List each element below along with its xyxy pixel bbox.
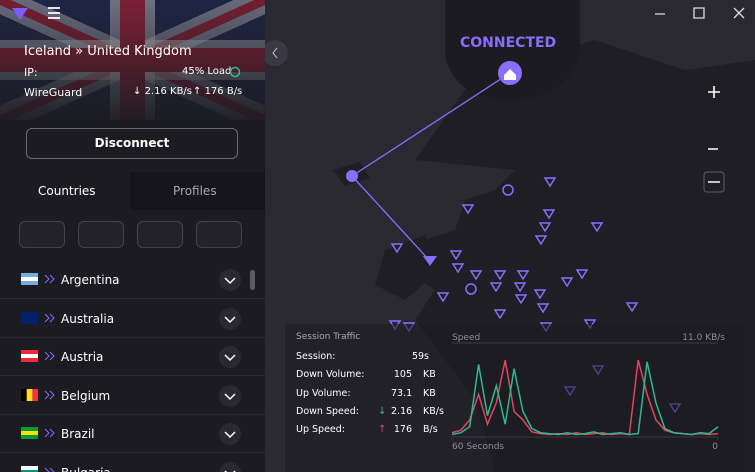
- session-label: Down Speed:: [296, 405, 359, 417]
- chevron[interactable]: [219, 423, 241, 446]
- speed-line: [451, 359, 719, 436]
- flag: [21, 311, 38, 324]
- country-row[interactable]: Austria: [0, 338, 265, 377]
- chevron[interactable]: [219, 462, 241, 472]
- expand-arrows: [44, 467, 55, 472]
- x-tick-label: 0: [712, 442, 718, 452]
- chevron[interactable]: [219, 269, 241, 291]
- expand-arrows: [44, 313, 55, 322]
- country-row[interactable]: Brazil: [0, 415, 265, 454]
- expand-arrows: [44, 274, 55, 284]
- session-unit: B/s: [423, 424, 438, 436]
- logo-menu[interactable]: [10, 4, 70, 24]
- country-row[interactable]: Belgium: [0, 377, 265, 415]
- protocol: WireGuard: [24, 86, 83, 99]
- chevron[interactable]: [219, 346, 241, 369]
- y-tick-label: 11.0 KB/s: [682, 333, 725, 343]
- flag: [21, 350, 38, 363]
- window-controls[interactable]: [647, 4, 755, 24]
- expand-arrows: [44, 390, 55, 400]
- chevron[interactable]: [219, 307, 241, 330]
- flag: [21, 466, 38, 472]
- down-speed-value: 2.16 KB/s: [144, 86, 193, 97]
- session-unit: KB: [423, 369, 436, 381]
- chevron[interactable]: [219, 384, 241, 407]
- expand-arrows: [44, 351, 55, 361]
- speed-line: [451, 361, 719, 436]
- flag-background: [0, 0, 265, 120]
- filter-p2p[interactable]: [137, 221, 183, 248]
- up-speed: ↑ 176 B/s: [193, 86, 243, 97]
- session-label: Down Volume:: [296, 369, 365, 381]
- country-row[interactable]: Bulgaria: [0, 454, 265, 472]
- filter-secure-core[interactable]: [19, 221, 65, 248]
- session-unit: KB/s: [423, 405, 444, 417]
- sidebar: Iceland » United Kingdom IP: 45% Load Wi…: [0, 0, 265, 472]
- country-list: Argentina Australia Austria Belgium Braz…: [0, 261, 265, 472]
- ip-label: IP:: [24, 66, 38, 79]
- country-name: Brazil: [61, 427, 95, 442]
- session-value: 2.16: [391, 405, 413, 417]
- countries-tab[interactable]: Countries: [38, 184, 96, 198]
- flag: [21, 388, 38, 401]
- up-speed-value: 176 B/s: [204, 86, 243, 97]
- profiles-tab[interactable]: Profiles: [173, 184, 217, 198]
- traffic-panel: [285, 324, 745, 472]
- session-value: 105: [393, 369, 412, 381]
- filter-shield[interactable]: [78, 221, 124, 248]
- profiles-tab-bg: [130, 172, 265, 210]
- session-label: Up Speed:: [296, 424, 345, 436]
- disconnect-button[interactable]: Disconnect: [26, 128, 238, 159]
- session-value: 59s: [411, 351, 429, 362]
- speed-graph: Speed 11.0 KB/s 60 Seconds 0: [451, 333, 725, 452]
- session-title: Session Traffic: [296, 332, 361, 342]
- graph-title: Speed: [452, 333, 480, 343]
- country-name: Bulgaria: [61, 466, 111, 472]
- session-label: Up Volume:: [296, 387, 351, 399]
- country-name: Austria: [61, 350, 104, 365]
- status: CONNECTED: [460, 35, 557, 51]
- country-name: Argentina: [61, 273, 120, 287]
- session-value: 73.1: [391, 387, 413, 399]
- filter-tor[interactable]: [196, 221, 242, 248]
- session-unit: KB: [423, 387, 436, 399]
- country-name: Australia: [61, 311, 115, 326]
- speed-arrow: ↑: [378, 424, 387, 436]
- load-icon: [229, 66, 241, 78]
- x-tick-label: 60 Seconds: [452, 442, 504, 452]
- flag: [21, 273, 38, 285]
- route: Iceland » United Kingdom: [24, 44, 192, 59]
- down-speed: ↓ 2.16 KB/s: [133, 86, 193, 97]
- session-value: 176: [393, 424, 412, 436]
- session-label: Session:: [296, 351, 336, 362]
- country-row[interactable]: Argentina: [0, 261, 265, 299]
- load: 45% Load: [182, 66, 232, 77]
- expand-arrows: [44, 429, 55, 438]
- country-row[interactable]: Australia: [0, 300, 265, 338]
- scrollbar: [250, 270, 255, 290]
- flag: [21, 427, 38, 440]
- country-name: Belgium: [61, 388, 111, 403]
- speed-arrow: ↓: [378, 405, 387, 417]
- map: CONNECTED Session Traffic Session: 59s Dow…: [265, 0, 755, 472]
